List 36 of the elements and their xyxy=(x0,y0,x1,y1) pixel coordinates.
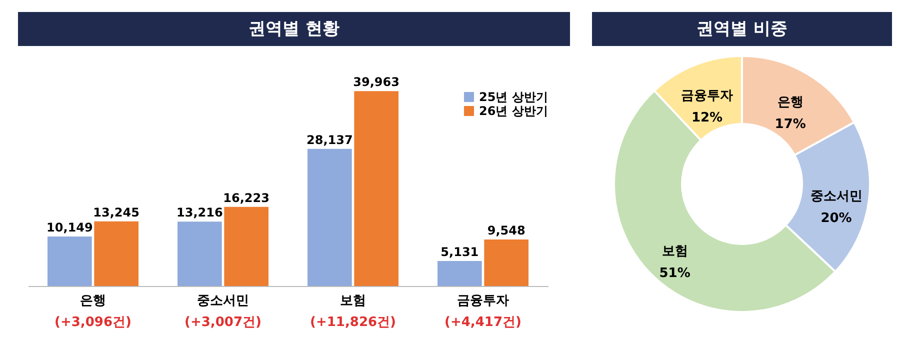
data-label: 12% xyxy=(691,110,723,126)
data-label: 51% xyxy=(659,266,690,282)
data-label: 16,223 xyxy=(223,190,270,205)
x-tick-label: 보험 xyxy=(340,294,366,308)
bar xyxy=(178,222,222,286)
x-tick-label: 중소서민 xyxy=(197,294,249,308)
bar xyxy=(484,239,528,286)
bar xyxy=(48,236,92,286)
bar xyxy=(94,221,138,286)
data-label: 5,131 xyxy=(440,244,479,259)
legend-label: 25년 상반기 xyxy=(479,90,548,104)
chart-title: 권역별 비중 xyxy=(592,12,892,46)
data-label: 28,137 xyxy=(306,132,353,147)
slice-label: 중소서민 xyxy=(810,188,862,204)
slice-label: 금융투자 xyxy=(681,88,734,104)
data-label: 39,963 xyxy=(353,75,400,90)
data-label: 20% xyxy=(820,210,852,226)
data-label: 9,548 xyxy=(487,223,526,238)
bar xyxy=(308,148,352,286)
bar xyxy=(224,206,268,286)
bar xyxy=(354,91,398,286)
slice-label: 은행 xyxy=(777,95,804,110)
chart-title: 권역별 현황 xyxy=(18,12,570,46)
bar xyxy=(438,260,482,286)
slice-label: 보험 xyxy=(662,244,688,260)
data-label: 10,149 xyxy=(46,220,93,235)
x-tick-label: 금융투자 xyxy=(457,294,509,308)
x-tick-label: 은행 xyxy=(80,294,106,308)
data-label: 13,216 xyxy=(176,206,223,220)
text: (+3,007건) xyxy=(184,315,262,330)
text: (+4,417건) xyxy=(444,315,522,330)
data-label: 13,245 xyxy=(93,205,140,220)
legend-label: 26년 상반기 xyxy=(479,104,548,118)
data-label: 17% xyxy=(774,117,806,132)
text: (+11,826건) xyxy=(310,315,396,330)
text: (+3,096건) xyxy=(54,315,132,330)
